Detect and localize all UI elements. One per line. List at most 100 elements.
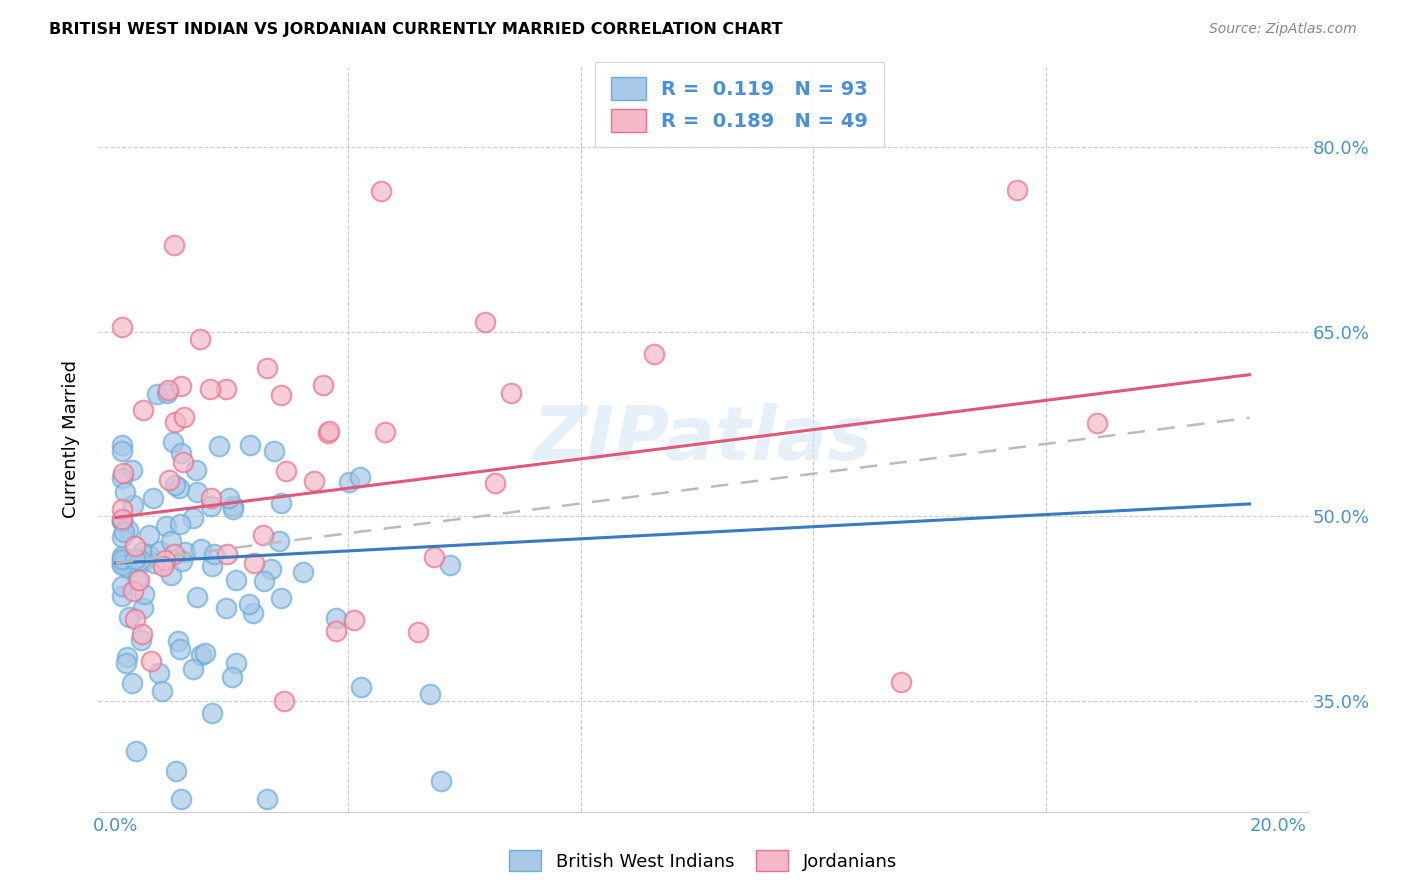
Point: [337, 475, 360, 490]
Point: [256, 361, 278, 376]
Point: [159, 473, 181, 487]
Point: [117, 523, 139, 537]
Point: [173, 409, 195, 424]
Point: [111, 579, 134, 593]
Point: [222, 501, 245, 516]
Point: [208, 439, 231, 453]
Point: [121, 463, 143, 477]
Legend: R =  0.119   N = 93, R =  0.189   N = 49: R = 0.119 N = 93, R = 0.189 N = 49: [595, 62, 883, 147]
Point: [408, 624, 430, 639]
Point: [184, 463, 207, 477]
Point: [111, 558, 134, 572]
Point: [276, 464, 298, 478]
Point: [131, 402, 153, 417]
Point: [156, 386, 179, 401]
Point: [200, 491, 222, 506]
Point: [225, 573, 247, 587]
Point: [167, 634, 190, 648]
Point: [181, 662, 204, 676]
Point: [163, 238, 186, 252]
Point: [111, 514, 134, 528]
Point: [117, 560, 139, 574]
Point: [169, 641, 191, 656]
Point: [225, 656, 247, 670]
Point: [127, 573, 149, 587]
Point: [270, 388, 292, 402]
Point: [129, 553, 152, 567]
Point: [111, 552, 134, 566]
Point: [200, 383, 222, 397]
Point: [121, 584, 143, 599]
Point: [124, 539, 146, 553]
Point: [111, 553, 134, 567]
Point: [115, 656, 138, 670]
Text: Source: ZipAtlas.com: Source: ZipAtlas.com: [1209, 22, 1357, 37]
Point: [419, 687, 441, 701]
Point: [263, 443, 285, 458]
Point: [325, 611, 347, 625]
Point: [325, 624, 347, 638]
Point: [222, 499, 245, 513]
Point: [170, 554, 193, 568]
Point: [190, 648, 212, 662]
Point: [172, 455, 194, 469]
Point: [141, 654, 163, 668]
Point: [318, 425, 340, 440]
Point: [169, 516, 191, 531]
Point: [125, 744, 148, 758]
Point: [165, 478, 187, 492]
Point: [111, 589, 134, 603]
Point: [111, 501, 134, 516]
Point: [202, 547, 225, 561]
Point: [181, 511, 204, 525]
Point: [242, 606, 264, 620]
Point: [169, 481, 191, 495]
Point: [215, 382, 238, 396]
Point: [273, 694, 295, 708]
Point: [162, 435, 184, 450]
Point: [153, 552, 176, 566]
Point: [111, 558, 134, 573]
Point: [374, 425, 396, 439]
Point: [129, 633, 152, 648]
Point: [124, 551, 146, 566]
Point: [143, 556, 166, 570]
Point: [152, 559, 174, 574]
Point: [111, 320, 134, 334]
Point: [128, 573, 150, 587]
Point: [190, 541, 212, 556]
Point: [239, 438, 262, 452]
Point: [166, 764, 188, 778]
Point: [112, 467, 135, 481]
Point: [302, 474, 325, 488]
Point: [370, 184, 392, 198]
Point: [131, 627, 153, 641]
Point: [112, 525, 135, 540]
Point: [131, 600, 153, 615]
Text: ZIPatlas: ZIPatlas: [533, 403, 873, 475]
Point: [292, 565, 315, 579]
Point: [484, 475, 506, 490]
Point: [162, 548, 184, 562]
Y-axis label: Currently Married: Currently Married: [62, 360, 80, 518]
Point: [270, 496, 292, 510]
Point: [142, 491, 165, 505]
Point: [194, 646, 217, 660]
Point: [118, 610, 141, 624]
Point: [124, 612, 146, 626]
Point: [349, 470, 371, 484]
Point: [132, 587, 155, 601]
Point: [311, 378, 333, 392]
Point: [218, 491, 240, 505]
Point: [160, 568, 183, 582]
Point: [115, 649, 138, 664]
Point: [131, 555, 153, 569]
Point: [138, 528, 160, 542]
Point: [318, 424, 340, 438]
Point: [111, 438, 134, 452]
Point: [111, 530, 134, 544]
Point: [215, 601, 238, 615]
Point: [111, 514, 134, 528]
Point: [150, 684, 173, 698]
Point: [270, 591, 292, 605]
